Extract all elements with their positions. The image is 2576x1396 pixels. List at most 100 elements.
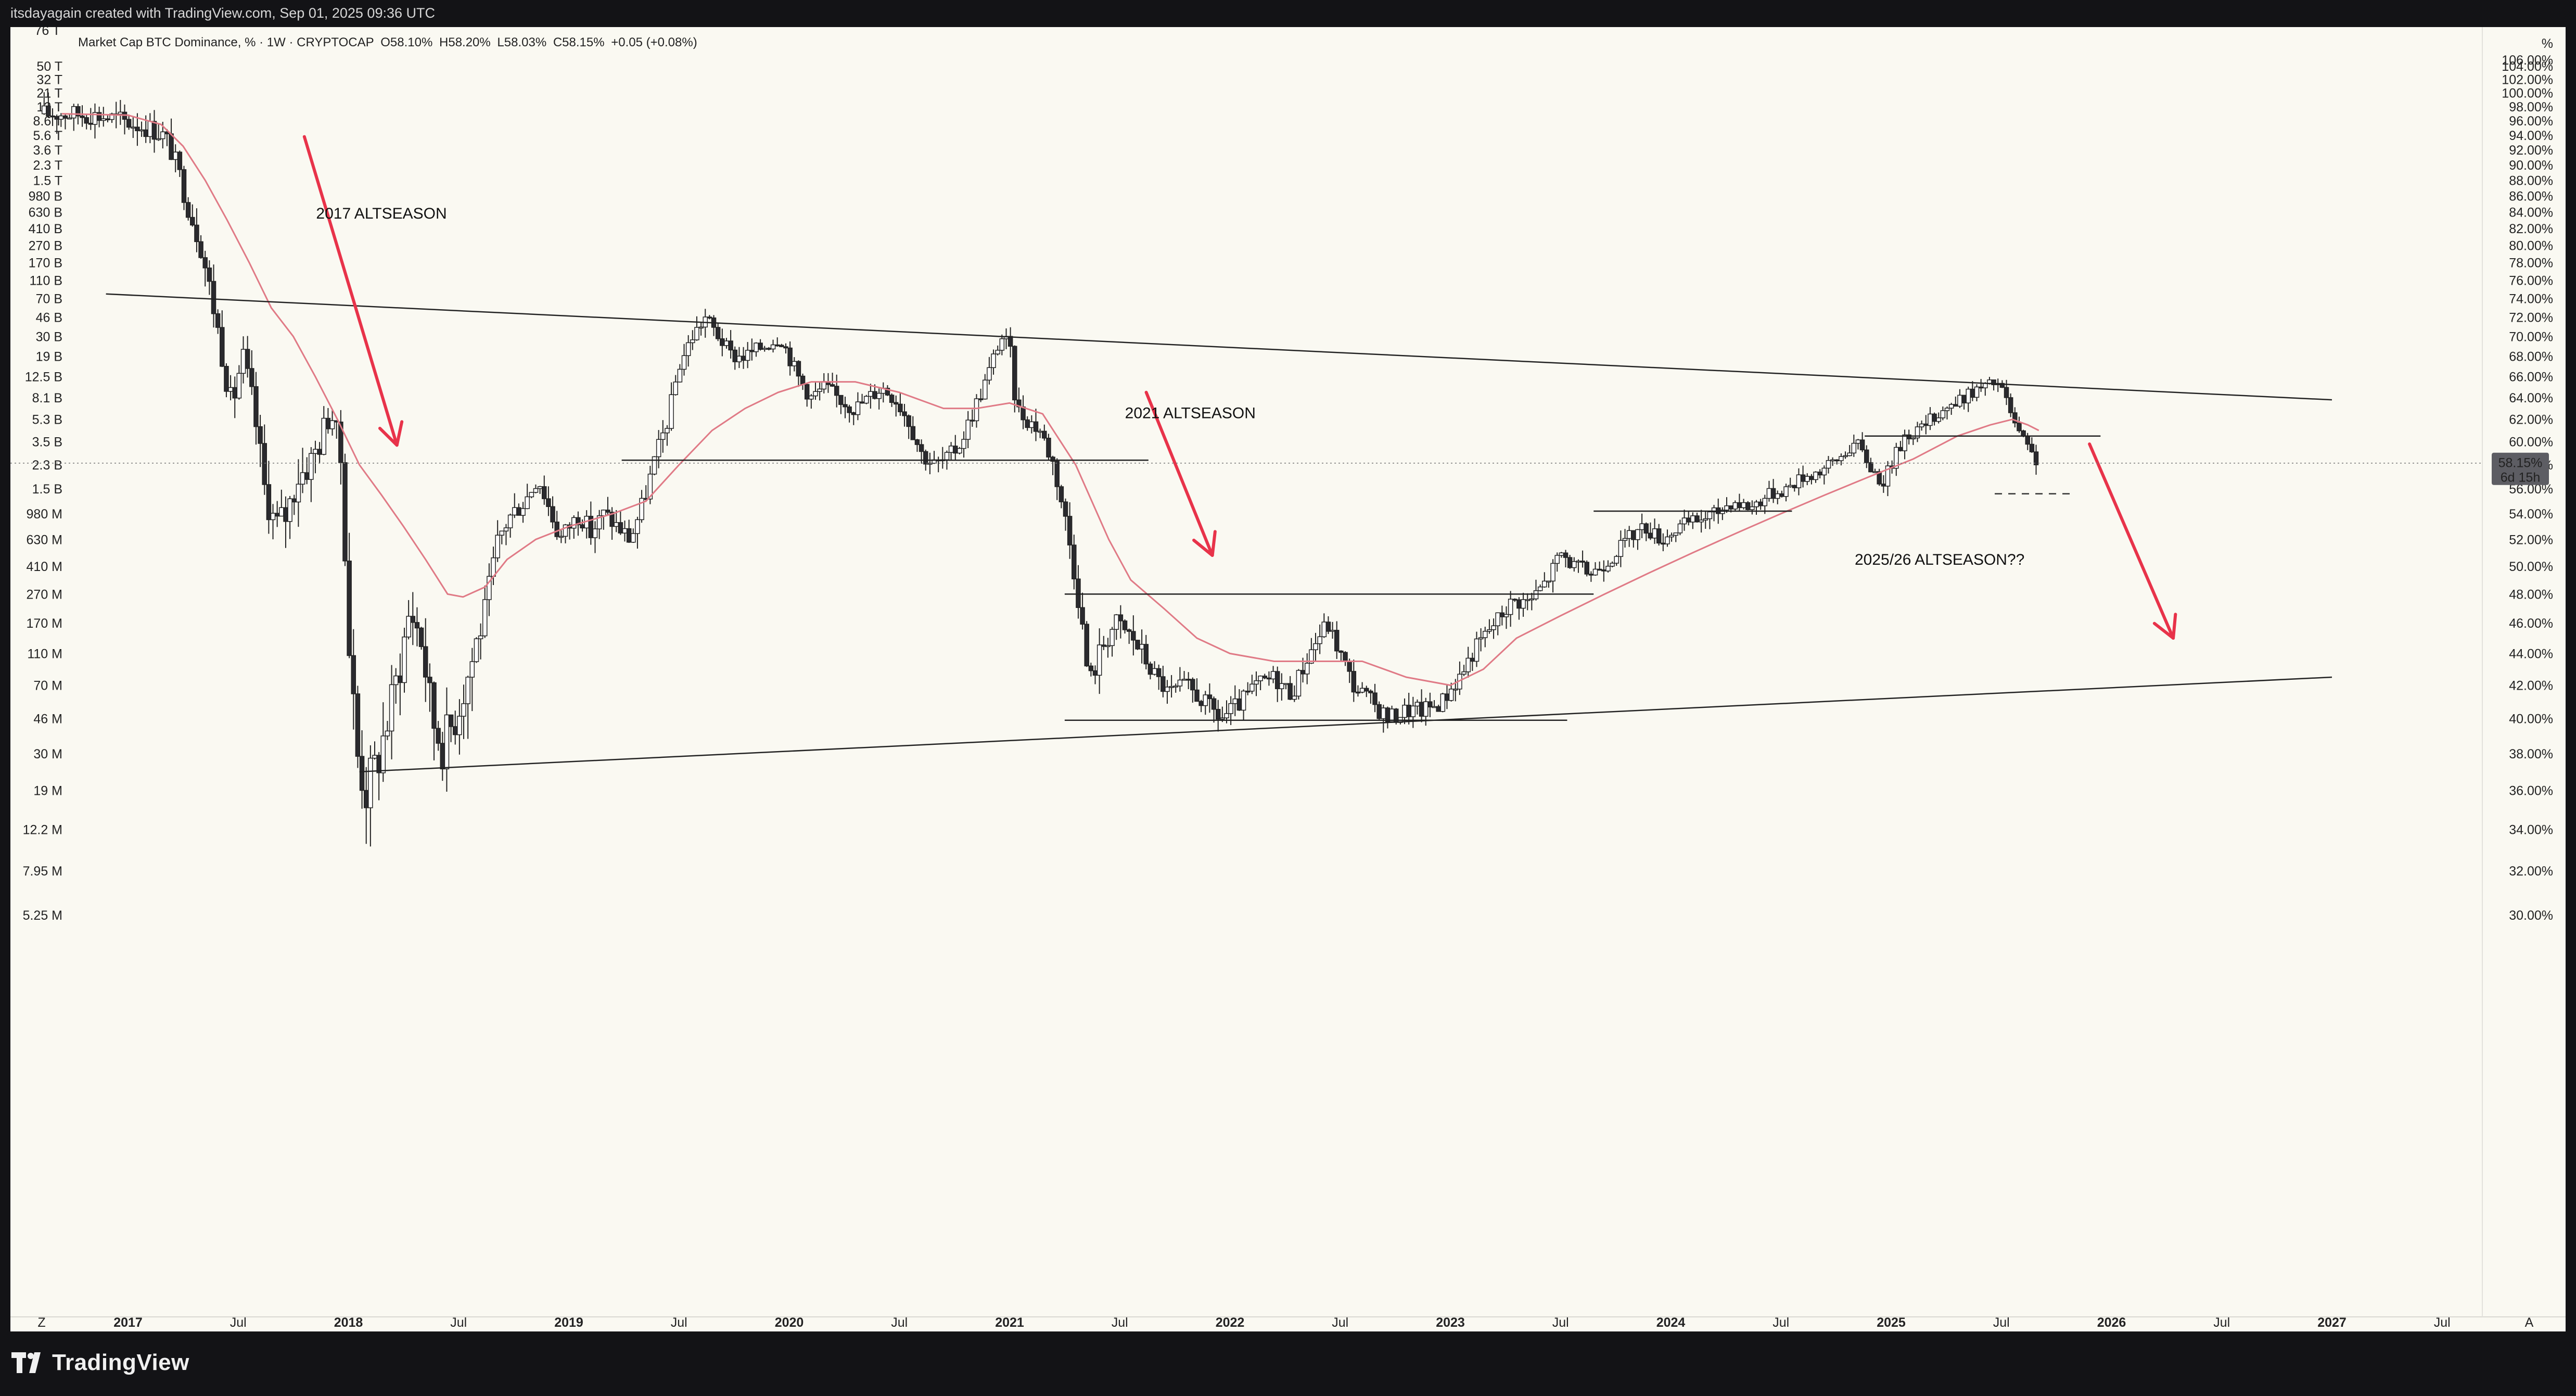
candle-up [1105,645,1111,648]
marketcap-tick-label: 46 B [36,311,62,325]
candle-up [520,508,526,516]
candle-down [258,426,263,444]
price-tick-label: 68.00% [2509,349,2553,364]
candle-down [1728,505,1733,510]
candle-up [681,355,687,370]
price-tick-label: 74.00% [2509,292,2553,307]
candle-down [1970,388,1975,398]
candle-up [1410,705,1416,717]
candle-up [329,420,335,429]
marketcap-tick-label: 5.6 T [33,129,62,143]
time-tick-label: 2026 [2097,1315,2126,1330]
marketcap-tick-label: 110 M [27,646,62,661]
marketcap-tick-label: 170 M [27,616,62,631]
candle-down [732,349,738,362]
candle-down [452,726,458,735]
candle-up [1940,410,1946,418]
candle-up [1525,599,1530,601]
candle-down [906,415,911,427]
candle-down [207,268,212,282]
tradingview-brand[interactable]: TradingView [11,1348,189,1377]
candle-down [898,403,903,412]
candle-up [296,484,301,503]
price-tick-label: 80.00% [2509,238,2553,253]
candle-down [347,561,352,656]
time-tick-label: Jul [450,1315,467,1330]
candle-down [1991,379,1996,385]
marketcap-tick-label: 110 B [30,274,62,288]
candle-up [601,510,606,516]
candle-down [576,517,581,525]
marketcap-tick-label: 3.6 T [33,143,62,158]
marketcap-tick-label: 7.95 M [23,864,62,879]
chart-canvas[interactable]: % 106.00%104.00%102.00%100.00%98.00%96.00… [10,27,2566,1331]
candle-down [262,443,267,485]
legend-symbol[interactable]: Market Cap BTC Dominance, % · 1W · CRYPT… [78,35,374,49]
candle-down [1156,668,1162,677]
candle-up [1453,688,1458,691]
candle-up [1855,439,1861,444]
candle-down [1122,620,1128,630]
candle-up [652,456,657,475]
time-tick-label: 2019 [554,1315,583,1330]
price-tick-label: 30.00% [2509,908,2553,923]
time-tick-label: Jul [1993,1315,2010,1330]
candle-down [1063,501,1068,517]
candle-up [1203,694,1208,706]
candle-down [1770,488,1776,499]
candle-down [978,398,984,400]
marketcap-tick-label: 1.5 B [32,482,62,497]
candle-down [1499,612,1505,617]
candle-down [859,401,865,404]
candle-up [1762,498,1768,506]
marketcap-tick-label: 70 M [33,679,62,693]
candle-up [1919,423,1924,427]
candle-up [1309,649,1314,664]
candle-down [1809,476,1814,480]
time-tick-label: 2024 [1656,1315,1686,1330]
candle-up [1639,523,1644,530]
candle-up [372,755,377,759]
candle-down [1118,614,1124,621]
candle-up [118,111,123,115]
candle-up [469,661,475,678]
candle-down [1190,679,1195,691]
candle-up [1448,689,1454,701]
candle-up [1699,519,1704,523]
marketcap-tick-label: 980 B [29,189,62,204]
candle-down [1406,704,1411,717]
price-tick-label: 38.00% [2509,747,2553,762]
candle-down [249,368,254,387]
marketcap-tick-label: 70 B [36,292,62,307]
candle-down [359,756,365,791]
candle-down [62,115,68,119]
candle-down [1961,395,1967,403]
candle-down [274,513,280,517]
time-tick-label: 2018 [334,1315,363,1330]
candle-down [363,790,369,808]
candle-up [1885,465,1891,487]
candle-up [368,757,373,808]
candle-down [1999,383,2005,388]
candle-up [533,488,539,493]
candle-up [596,515,602,529]
marketcap-tick-label: 30 M [33,747,62,762]
candle-down [970,420,975,422]
marketcap-tick-label: 32 T [36,73,62,87]
chart-panel[interactable]: % 106.00% 104.00% 102.00% 100.00% 98.00% 96.00… [10,27,2566,1331]
candle-down [766,348,772,350]
candle-up [1521,599,1526,609]
candle-up [461,703,466,717]
candle-down [351,655,356,694]
candle-down [253,386,259,427]
candle-up [270,513,276,521]
candle-down [1300,670,1306,675]
price-tick-label: 100.00% [2502,86,2553,101]
price-tick-label: 50.00% [2509,560,2553,574]
candle-up [1414,702,1420,707]
candle-down [1643,523,1649,534]
tradingview-logo-icon [11,1352,41,1373]
candle-down [1080,607,1085,625]
candle-down [1953,404,1958,407]
candle-down [1859,439,1865,451]
